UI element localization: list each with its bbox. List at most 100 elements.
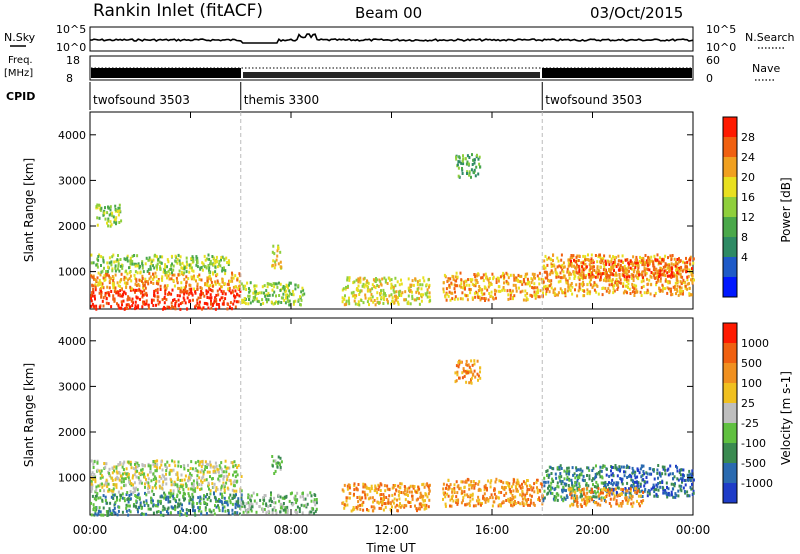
power-cell-9-603 — [591, 271, 594, 275]
power-cell-0-107 — [150, 301, 153, 305]
power-cell-2-247 — [128, 271, 131, 275]
power-cell-0-58 — [196, 287, 199, 291]
power-cell-10-150 — [664, 264, 667, 268]
power-cell-0-256 — [201, 307, 203, 311]
velocity-cell-0-320 — [125, 509, 128, 513]
velocity-cell-7-111 — [546, 474, 548, 477]
velocity-cell-4-240 — [395, 488, 398, 492]
power-cell-10-120 — [661, 258, 664, 262]
freq-band-1 — [91, 68, 241, 78]
velocity-cell-4-212 — [392, 485, 395, 489]
power-cell-9-298 — [554, 267, 557, 271]
power-cell-7-26 — [497, 277, 500, 281]
power-ytick-label-1: 3000 — [58, 174, 86, 187]
power-cell-6-111 — [382, 293, 385, 297]
velocity-cell-4-214 — [421, 503, 424, 507]
power-cell-1-152 — [150, 280, 153, 284]
power-cell-6-196 — [386, 298, 389, 302]
velocity-cell-7-129 — [545, 470, 548, 473]
power-cell-7-106 — [481, 288, 484, 292]
velocity-cell-2-0 — [305, 505, 308, 509]
velocity-cell-5-109 — [519, 502, 522, 506]
power-cell-9-109 — [550, 262, 553, 266]
power-cell-9-284 — [578, 254, 581, 258]
velocity-cell-8-103 — [670, 493, 673, 497]
velocity-cell-8-143 — [635, 480, 638, 484]
velocity-cell-1-125 — [163, 477, 166, 481]
power-cell-6-178 — [376, 284, 379, 287]
velocity-cell-4-65 — [359, 498, 362, 502]
power-cell-6-164 — [371, 283, 374, 287]
velocity-cell-1-226 — [160, 463, 163, 467]
velocity-cell-1-289 — [155, 479, 158, 483]
velocity-cell-2-70 — [248, 506, 251, 510]
velocity-cell-0-272 — [231, 508, 234, 512]
power-cell-9-5 — [633, 285, 636, 289]
power-cell-2-87 — [113, 260, 116, 264]
power-cell-1-240 — [185, 280, 188, 284]
velocity-cell-8-73 — [608, 481, 610, 485]
velocity-cell-9-134 — [574, 491, 577, 495]
power-cell-5-22 — [271, 263, 274, 267]
power-cell-2-8 — [146, 269, 149, 273]
power-cell-8-52 — [477, 157, 480, 161]
power-cell-7-109 — [512, 283, 515, 287]
velocity-cell-0-338 — [237, 501, 240, 505]
velocity-cell-7-158 — [592, 466, 595, 470]
power-cell-0-94 — [104, 291, 107, 295]
power-cell-9-365 — [546, 263, 549, 267]
power-cell-7-158 — [536, 286, 539, 290]
velocity-colorbar-tick-3: 25 — [741, 397, 755, 410]
power-cell-2-153 — [97, 255, 100, 258]
power-cell-9-295 — [550, 282, 553, 286]
velocity-cell-4-180 — [420, 505, 423, 509]
power-cell-7-174 — [497, 279, 500, 283]
velocity-cell-1-434 — [222, 483, 225, 487]
velocity-cell-4-144 — [400, 504, 403, 508]
power-cell-10-50 — [684, 267, 687, 271]
power-cell-0-182 — [170, 304, 173, 308]
velocity-cell-5-201 — [482, 496, 484, 500]
velocity-cell-1-338 — [98, 484, 101, 488]
freq-label-1: Freq. — [8, 55, 33, 66]
power-cell-2-33 — [170, 264, 173, 268]
power-cell-9-478 — [573, 274, 576, 278]
velocity-cell-1-306 — [230, 482, 233, 486]
velocity-cell-7-40 — [552, 497, 555, 501]
power-colorbar-segment-0 — [723, 117, 737, 138]
velocity-cell-7-0 — [580, 492, 583, 496]
power-cell-1-146 — [123, 275, 126, 279]
power-cell-1-196 — [112, 283, 115, 287]
power-cell-0-303 — [167, 292, 169, 296]
velocity-cell-0-75 — [105, 510, 108, 513]
power-cell-0-72 — [239, 289, 242, 293]
power-cell-6-146 — [420, 287, 423, 291]
velocity-cell-8-211 — [664, 472, 667, 476]
power-cell-0-102 — [173, 298, 176, 302]
power-cell-2-159 — [152, 258, 155, 262]
velocity-cell-5-228 — [502, 481, 505, 485]
power-cell-10-172 — [661, 273, 664, 277]
power-cell-2-192 — [111, 267, 114, 271]
velocity-cell-8-119 — [608, 474, 611, 478]
power-cell-7-205 — [517, 280, 520, 283]
power-cell-9-235 — [556, 256, 559, 260]
power-cell-4-70 — [266, 282, 269, 286]
velocity-cell-1-178 — [131, 476, 134, 480]
velocity-cell-1-141 — [123, 484, 126, 488]
power-cell-6-225 — [395, 298, 398, 302]
power-cell-5-17 — [276, 249, 279, 253]
velocity-cell-7-18 — [571, 466, 574, 470]
velocity-cell-1-263 — [185, 485, 188, 489]
power-cell-10-22 — [582, 261, 585, 265]
power-cell-2-103 — [96, 262, 99, 266]
velocity-cell-4-204 — [375, 487, 378, 491]
velocity-cell-1-163 — [212, 465, 215, 469]
velocity-cell-0-277 — [116, 513, 119, 517]
velocity-cell-9-61 — [599, 503, 602, 507]
power-cell-6-238 — [416, 287, 419, 291]
velocity-cell-1-234 — [162, 480, 165, 484]
power-cell-0-227 — [205, 302, 208, 305]
power-cell-0-234 — [222, 290, 225, 294]
power-cell-6-175 — [346, 278, 349, 282]
